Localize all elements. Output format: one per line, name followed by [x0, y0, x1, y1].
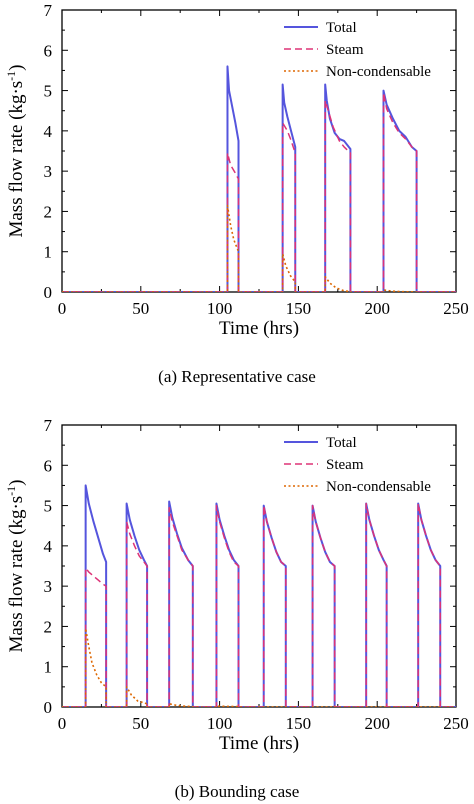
x-tick-label: 200 — [364, 299, 390, 318]
plot-frame — [61, 424, 457, 708]
x-tick-label: 150 — [286, 299, 312, 318]
x-tick-label: 200 — [364, 714, 390, 733]
x-tick-label: 100 — [207, 299, 233, 318]
y-tick-label: 1 — [44, 243, 53, 262]
legend-label: Steam — [326, 457, 364, 473]
y-tick-label: 4 — [44, 537, 53, 556]
y-tick-label: 2 — [44, 617, 53, 636]
legend-label: Total — [326, 20, 357, 36]
y-tick-label: 7 — [44, 1, 53, 20]
series-line-non-condensable — [62, 204, 456, 292]
x-tick-label: 250 — [443, 299, 469, 318]
y-tick-label: 7 — [44, 416, 53, 435]
x-tick-label: 50 — [132, 299, 149, 318]
series-line-steam — [62, 91, 456, 292]
legend-label: Steam — [326, 42, 364, 58]
x-tick-label: 100 — [207, 714, 233, 733]
x-axis-label: Time (hrs) — [219, 318, 299, 339]
legend-label: Total — [326, 435, 357, 451]
legend-label: Non-condensable — [326, 479, 431, 495]
y-tick-label: 4 — [44, 122, 53, 141]
y-tick-label: 0 — [44, 283, 53, 302]
y-tick-label: 5 — [44, 497, 53, 516]
x-tick-label: 250 — [443, 714, 469, 733]
y-tick-label: 5 — [44, 82, 53, 101]
y-tick-label: 6 — [44, 456, 53, 475]
series-line-steam — [62, 502, 456, 707]
x-tick-label: 150 — [286, 714, 312, 733]
series-line-total — [62, 65, 456, 292]
chart-b: 0 50 100 150 200 250 0 1 2 3 4 5 6 7 Time (hrs) Mass fl… — [4, 416, 469, 801]
x-tick-label: 50 — [132, 714, 149, 733]
y-tick-label: 0 — [44, 698, 53, 717]
y-axis-label: Mass flow rate (kg·s-1) — [4, 64, 27, 237]
figure-caption: (a) Representative case — [158, 367, 316, 386]
y-tick-label: 2 — [44, 202, 53, 221]
y-tick-label: 3 — [44, 162, 53, 181]
x-axis-label: Time (hrs) — [219, 733, 299, 754]
chart-a: 0 50 100 150 200 250 0 1 2 3 4 5 6 7 Time (hrs) Mass fl… — [4, 1, 469, 386]
y-axis-label: Mass flow rate (kg·s-1) — [4, 479, 27, 652]
series-line-non-condensable — [62, 627, 456, 707]
legend-label: Non-condensable — [326, 64, 431, 80]
plot-frame — [61, 9, 457, 293]
y-tick-label: 6 — [44, 41, 53, 60]
figure-caption: (b) Bounding case — [175, 782, 300, 801]
y-tick-label: 1 — [44, 658, 53, 677]
series-line-total — [62, 484, 456, 707]
x-tick-label: 0 — [58, 299, 67, 318]
y-tick-label: 3 — [44, 577, 53, 596]
x-tick-label: 0 — [58, 714, 67, 733]
